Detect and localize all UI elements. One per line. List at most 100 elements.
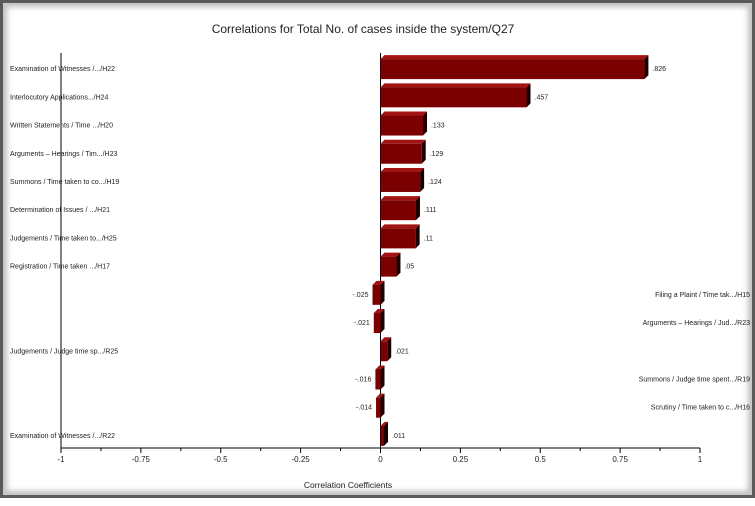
data-label: .129 xyxy=(430,151,444,158)
bar-side-face xyxy=(421,139,426,164)
bar xyxy=(380,139,426,164)
tornado-chart: Correlations for Total No. of cases insi… xyxy=(10,22,750,490)
bar-side-face xyxy=(380,365,385,390)
bar-side-face xyxy=(384,421,389,446)
data-label: -.016 xyxy=(355,376,371,383)
category-label: Determination of Issues / .../H21 xyxy=(10,207,110,214)
chart-category-labels: Examination of Witnesses /.../H22 Interlo… xyxy=(10,66,750,440)
bar xyxy=(380,337,392,362)
x-tick-label: 0.5 xyxy=(535,455,547,464)
bar xyxy=(376,393,385,418)
x-tick-label: 0.75 xyxy=(612,455,628,464)
x-tick-label: -0.25 xyxy=(292,455,311,464)
bar-side-face xyxy=(380,309,385,334)
data-label: .111 xyxy=(424,207,437,214)
bar-top-face xyxy=(380,252,401,257)
bar-front-face xyxy=(376,397,381,418)
bar-side-face xyxy=(644,55,649,80)
bar-top-face xyxy=(375,365,385,370)
x-axis-label: Correlation Coefficients xyxy=(304,480,392,490)
category-label: Examination of Witnesses /.../R22 xyxy=(10,433,115,440)
x-tick-label: 0 xyxy=(378,455,383,464)
bar-top-face xyxy=(372,280,385,285)
category-label: Scrutiny / Time taken to c.../H16 xyxy=(651,405,750,412)
category-label: Summons / Time taken to co.../H19 xyxy=(10,179,119,186)
bar xyxy=(380,224,420,249)
category-label: Written Statements / Time .../H20 xyxy=(10,123,113,130)
bar-side-face xyxy=(380,280,385,305)
x-tick-label: -0.5 xyxy=(214,455,228,464)
bar-front-face xyxy=(380,59,645,80)
category-label: Interlocutory Applications.../H24 xyxy=(10,94,109,101)
bar-side-face xyxy=(526,83,531,108)
bar xyxy=(380,55,649,80)
bar xyxy=(380,111,427,136)
data-label: .11 xyxy=(424,235,433,242)
bar-top-face xyxy=(380,167,425,172)
bar-top-face xyxy=(380,111,427,116)
category-label: Filing a Plaint / Time tak.../H15 xyxy=(655,292,750,299)
bar-top-face xyxy=(380,55,649,60)
bar-front-face xyxy=(380,341,388,362)
bar-top-face xyxy=(380,139,426,144)
bar-front-face xyxy=(380,115,423,136)
bar-front-face xyxy=(372,284,381,305)
chart-title: Correlations for Total No. of cases insi… xyxy=(212,22,515,36)
bar xyxy=(375,365,385,390)
bar xyxy=(380,167,425,192)
bar-side-face xyxy=(420,167,425,192)
bar xyxy=(372,280,385,305)
bar-side-face xyxy=(387,337,392,362)
x-tick-label: -0.75 xyxy=(132,455,151,464)
bar xyxy=(380,421,389,446)
category-label: Summons / Judge time spent.../R19 xyxy=(639,376,750,383)
category-label: Registration / Time taken .../H17 xyxy=(10,264,110,271)
x-tick-label: -1 xyxy=(57,455,65,464)
x-tick-label: 0.25 xyxy=(453,455,469,464)
data-label: .05 xyxy=(404,264,414,271)
bar xyxy=(380,83,531,108)
chart-value-labels: .826 .457 .133 .129 .124 .111 .11 .05 -.025 -.021… xyxy=(353,66,667,440)
bar-front-face xyxy=(380,171,421,192)
bar-front-face xyxy=(380,425,385,446)
category-label: Arguments – Hearings / Jud.../R23 xyxy=(643,320,750,327)
category-label: Judgements / Time taken to.../H25 xyxy=(10,235,117,242)
data-label: .457 xyxy=(535,94,549,101)
bar-side-face xyxy=(396,252,401,277)
x-tick-label: 1 xyxy=(698,455,703,464)
category-label: Judgements / Judge time sp.../R25 xyxy=(10,348,118,355)
bar xyxy=(373,309,385,334)
bar xyxy=(380,196,420,221)
data-label: .124 xyxy=(428,179,442,186)
bar-side-face xyxy=(415,196,420,221)
bar-side-face xyxy=(380,393,385,418)
bar-front-face xyxy=(380,143,422,164)
bar-top-face xyxy=(373,309,385,314)
category-label: Arguments – Hearings / Tim.../H23 xyxy=(10,151,117,158)
data-label: -.025 xyxy=(353,292,369,299)
bar-front-face xyxy=(373,313,381,334)
bar-side-face xyxy=(422,111,427,136)
bar-top-face xyxy=(380,83,531,88)
bar-front-face xyxy=(380,87,527,108)
bar-front-face xyxy=(375,369,381,390)
bar-top-face xyxy=(376,393,385,398)
data-label: -.014 xyxy=(356,405,372,412)
bar-side-face xyxy=(415,224,420,249)
bar-front-face xyxy=(380,256,397,277)
data-label: .021 xyxy=(395,348,409,355)
bar-front-face xyxy=(380,228,416,249)
chart-bars xyxy=(372,55,649,446)
category-label: Examination of Witnesses /.../H22 xyxy=(10,66,115,73)
data-label: .011 xyxy=(392,433,405,440)
data-label: -.021 xyxy=(354,320,370,327)
bar-top-face xyxy=(380,224,420,229)
chart-x-ticks: -1 -0.75 -0.5 -0.25 0 0.25 0.5 0.75 1 xyxy=(57,448,703,464)
data-label: .826 xyxy=(652,66,666,73)
data-label: .133 xyxy=(431,123,445,130)
bar-top-face xyxy=(380,421,389,426)
bar-top-face xyxy=(380,196,420,201)
bar-top-face xyxy=(380,337,392,342)
bar-front-face xyxy=(380,200,416,221)
